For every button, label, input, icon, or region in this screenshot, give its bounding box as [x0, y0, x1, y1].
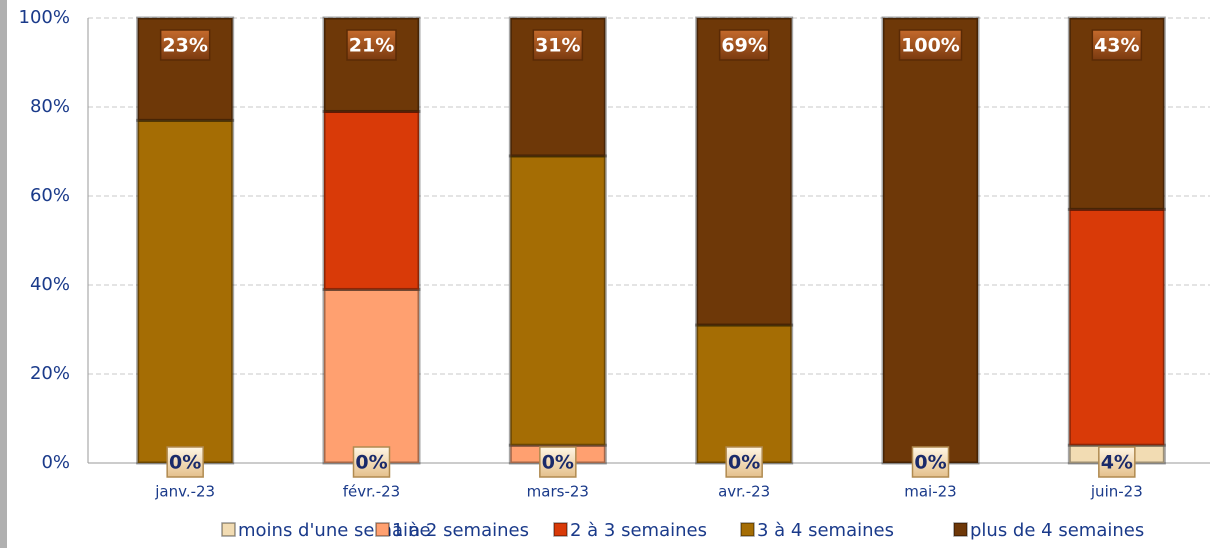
data-label-box — [911, 446, 950, 478]
bars — [136, 16, 1166, 465]
data-label: 0% — [355, 452, 387, 474]
data-label: 0% — [169, 452, 201, 474]
data-label: 0% — [542, 452, 574, 474]
data-label: 0% — [914, 452, 946, 474]
x-tick-label: févr.-23 — [343, 483, 400, 501]
legend-label: 2 à 3 semaines — [570, 520, 707, 541]
legend-label: 3 à 4 semaines — [757, 520, 894, 541]
legend-marker — [953, 522, 968, 537]
bar-segment — [1067, 207, 1166, 447]
data-label: 21% — [349, 35, 394, 57]
data-label: 100% — [901, 35, 960, 57]
bar-segment — [322, 109, 421, 291]
legend-marker — [740, 522, 755, 537]
data-label-box — [898, 29, 963, 61]
x-tick-label: mars-23 — [527, 483, 589, 501]
legend-marker — [375, 522, 390, 537]
data-label-box — [532, 29, 584, 61]
window-edge — [0, 0, 7, 548]
data-label: 4% — [1101, 452, 1133, 474]
grid: 0% 20% 40% 60% 80% 100% — [19, 7, 1210, 473]
y-tick-label: 100% — [19, 7, 70, 28]
data-label: 23% — [162, 35, 207, 57]
data-label-box — [166, 446, 204, 478]
bar-segment — [136, 118, 235, 465]
data-label-box — [718, 29, 770, 61]
bar-segment — [695, 16, 794, 327]
legend-label: 1 à 2 semaines — [392, 520, 529, 541]
bar-segment — [881, 16, 980, 465]
x-tick-label: janv.-23 — [154, 483, 215, 501]
legend-marker — [553, 522, 568, 537]
x-tick-label: juin-23 — [1090, 483, 1143, 501]
y-tick-label: 40% — [30, 274, 70, 295]
legend-label: plus de 4 semaines — [970, 520, 1144, 541]
labels: janv.-23 0% 23% févr.-23 0% 21% mars-23 0% 31% av… — [154, 29, 1144, 541]
x-tick-label: avr.-23 — [718, 483, 770, 501]
data-label-box — [346, 29, 397, 61]
y-tick-label: 60% — [30, 185, 70, 206]
y-tick-label: 20% — [30, 363, 70, 384]
data-label-box — [1091, 29, 1143, 61]
legend-marker — [221, 522, 236, 537]
data-label: 0% — [728, 452, 760, 474]
y-tick-label: 80% — [30, 96, 70, 117]
bar-segment — [508, 154, 607, 447]
bar-segment — [695, 323, 794, 465]
x-tick-label: mai-23 — [904, 483, 956, 501]
data-label-box — [539, 446, 577, 478]
data-label-box — [1098, 446, 1136, 478]
data-label-box — [352, 446, 391, 478]
data-label-box — [159, 29, 211, 61]
data-label: 69% — [721, 35, 766, 57]
data-label: 43% — [1094, 35, 1139, 57]
y-tick-label: 0% — [41, 452, 70, 473]
data-label: 31% — [535, 35, 580, 57]
data-label-box — [725, 446, 763, 478]
bar-segment — [322, 287, 421, 465]
